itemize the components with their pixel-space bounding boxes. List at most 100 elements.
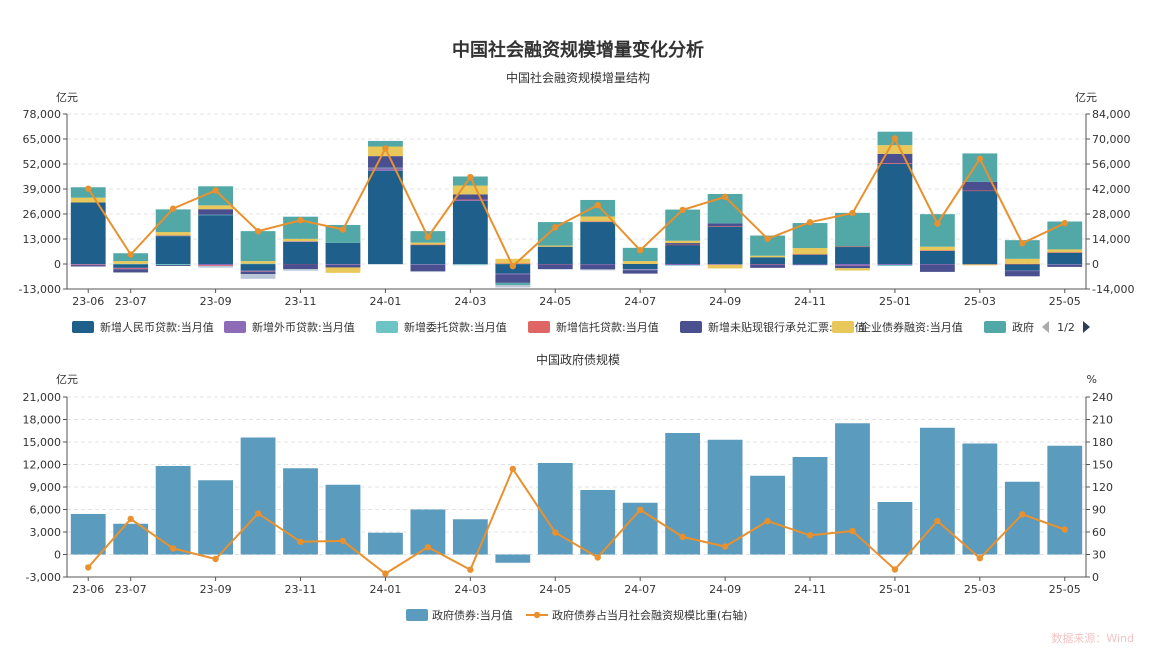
x-tick-label: 25-01 (879, 295, 911, 308)
bar (198, 480, 234, 555)
x-tick-label: 23-11 (285, 295, 317, 308)
bar-segment-4 (410, 264, 446, 272)
bar-segment-5 (240, 261, 276, 264)
bar-segment-6 (835, 212, 870, 247)
y-left-tick-label: 26,000 (23, 208, 62, 221)
y-left-tick-label: 21,000 (23, 391, 62, 404)
bar-segment-0 (835, 246, 870, 264)
bar (792, 457, 828, 555)
y-right-tick-label: 84,000 (1092, 108, 1131, 121)
bar-segment-1 (70, 264, 106, 265)
x-tick-label: 23-09 (200, 583, 232, 596)
y-left-tick-label: -3,000 (26, 571, 61, 584)
bar-segment-5 (580, 216, 616, 222)
legend-next-icon[interactable] (1083, 321, 1090, 333)
bar-segment-4 (919, 264, 955, 272)
bar (452, 519, 488, 555)
y-right-tick-label: 42,000 (1092, 183, 1131, 196)
bar-segment-4 (452, 194, 488, 200)
y-left-tick-label: 39,000 (23, 183, 62, 196)
bar-segment-5 (495, 258, 531, 264)
y-right-tick-label: 240 (1092, 391, 1113, 404)
bar (707, 439, 743, 555)
bar-segment-5 (1047, 249, 1083, 253)
bar-segment-1 (792, 264, 828, 265)
line-point (127, 251, 134, 258)
line-point (339, 537, 347, 545)
x-tick-label: 23-11 (285, 583, 317, 596)
y-right-tick-label: 120 (1092, 481, 1113, 494)
bar-segment-2 (877, 264, 913, 266)
bar-segment-1 (325, 264, 361, 265)
bar-segment-7 (368, 264, 403, 265)
bar-segment-7 (452, 264, 488, 266)
y-right-tick-label: 150 (1092, 459, 1113, 472)
bar-segment-6 (622, 247, 658, 262)
bar-segment-0 (877, 164, 913, 264)
y-right-tick-label: 210 (1092, 414, 1113, 427)
line-point (552, 224, 559, 231)
bar-segment-5 (707, 264, 743, 269)
y-left-tick-label: 13,000 (23, 233, 62, 246)
y-right-tick-label: 0 (1092, 258, 1099, 271)
bar-segment-6 (240, 231, 276, 262)
bar (240, 437, 276, 555)
bar-segment-4 (792, 264, 828, 266)
bar-segment-1 (452, 199, 488, 201)
line-point (297, 217, 304, 224)
bar-segment-1 (495, 273, 531, 275)
x-tick-label: 23-06 (72, 295, 104, 308)
line-point (1061, 526, 1068, 533)
x-tick-label: 24-09 (709, 583, 741, 596)
bar-segment-4 (962, 181, 998, 191)
legend-line-marker (533, 611, 541, 619)
y-left-tick-label: 12,000 (23, 459, 62, 472)
line-point (552, 529, 559, 536)
line-point (976, 554, 984, 562)
chart1-left-unit: 亿元 (56, 91, 78, 104)
bar-segment-5 (70, 197, 106, 203)
bar-segment-7 (580, 269, 616, 271)
bar (368, 532, 403, 555)
line-point (169, 545, 177, 552)
line-point (382, 570, 389, 577)
legend-swatch (376, 321, 398, 333)
bar-segment-0 (325, 242, 361, 264)
bar-segment-1 (198, 264, 234, 266)
chart1-right-unit: 亿元 (1075, 91, 1097, 104)
bar-segment-2 (622, 269, 658, 271)
bar-segment-1 (155, 235, 191, 237)
bar-segment-3 (1004, 263, 1040, 265)
x-tick-label: 24-05 (539, 295, 571, 308)
legend-swatch (832, 321, 854, 333)
bar (70, 514, 106, 555)
y-right-tick-label: 70,000 (1092, 133, 1131, 146)
bar-segment-1 (919, 264, 955, 265)
bar-segment-0 (198, 214, 234, 264)
line-point (891, 135, 899, 142)
bar-segment-2 (452, 264, 488, 265)
line-point (1061, 219, 1068, 227)
bar-segment-5 (962, 264, 998, 266)
bar-segment-5 (537, 245, 573, 247)
line-point (254, 227, 262, 235)
bar-segment-4 (1004, 271, 1040, 277)
bar-segment-4 (155, 264, 191, 266)
series-line (87, 136, 1066, 268)
y-left-tick-label: 6,000 (30, 504, 62, 517)
legend-label: 新增人民币贷款:当月值 (100, 320, 214, 334)
bar-segment-6 (198, 186, 234, 206)
bar-segment-1 (835, 264, 870, 266)
bar-segment-1 (1047, 264, 1083, 265)
bar-segment-6 (495, 282, 531, 285)
bar-segment-5 (113, 261, 149, 264)
legend-prev-icon[interactable] (1042, 321, 1049, 333)
x-tick-label: 25-01 (879, 583, 911, 596)
line-point (764, 517, 771, 525)
line-point (721, 193, 729, 201)
bar-segment-3 (240, 271, 276, 272)
bar-segment-6 (325, 224, 361, 243)
x-tick-label: 23-06 (72, 583, 104, 596)
